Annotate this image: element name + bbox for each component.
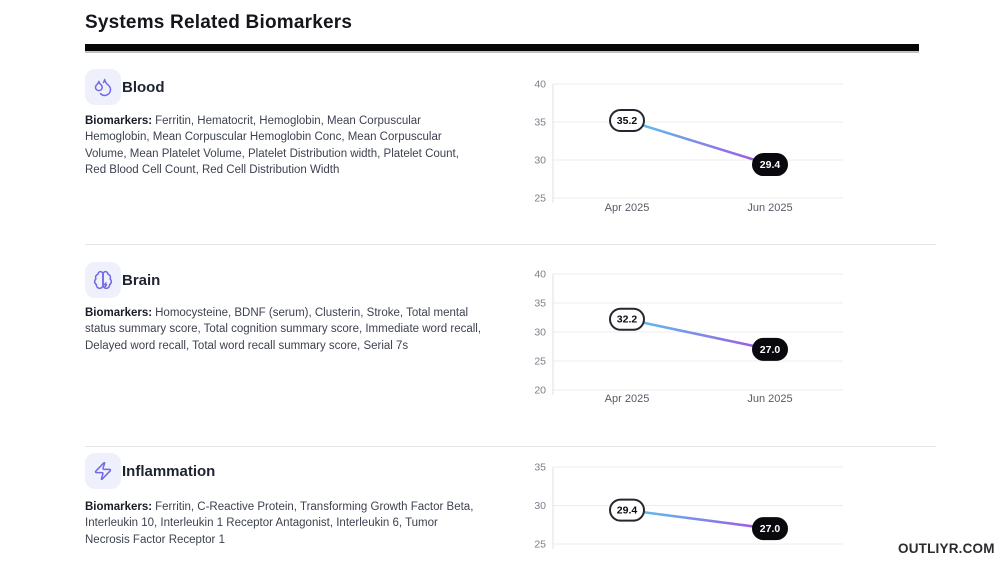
y-tick-label: 25 (534, 539, 546, 551)
y-tick-label: 30 (534, 500, 546, 512)
data-point-pill (609, 307, 645, 331)
y-tick-label: 35 (534, 298, 546, 310)
y-tick-label: 40 (534, 79, 546, 91)
data-point-value: 29.4 (617, 505, 638, 517)
data-point-value: 32.2 (617, 314, 638, 326)
y-tick-label: 30 (534, 155, 546, 167)
y-tick-label: 25 (534, 356, 546, 368)
x-tick-label: Apr 2025 (605, 202, 650, 214)
brain-icon-badge (85, 262, 121, 298)
brain-icon (93, 270, 113, 290)
brain-trend-chart: 20 25 30 35 40 Apr 2025 Jun 2025 32.2 27.0 (534, 269, 843, 405)
blood-trend-chart: 25 30 35 40 Apr 2025 Jun 2025 35.2 29.4 (534, 79, 843, 214)
blood-biomarkers-text: Biomarkers: Ferritin, Hematocrit, Hemoglo… (85, 113, 482, 179)
y-tick-label: 20 (534, 385, 546, 397)
data-point-value: 29.4 (760, 159, 781, 171)
y-tick-label: 25 (534, 193, 546, 205)
inflammation-icon-badge (85, 453, 121, 489)
x-tick-label: Apr 2025 (605, 393, 650, 405)
data-point-pill (752, 517, 788, 541)
biomarkers-label: Biomarkers: (85, 307, 153, 319)
biomarkers-list: Homocysteine, BDNF (serum), Clusterin, S… (85, 307, 482, 352)
data-point-pill (752, 337, 788, 361)
biomarkers-label: Biomarkers: (85, 115, 153, 127)
trend-line (625, 119, 772, 166)
zap-icon (94, 461, 112, 481)
brain-biomarkers-text: Biomarkers: Homocysteine, BDNF (serum), C… (85, 305, 482, 354)
droplets-icon (94, 78, 112, 97)
trend-line (625, 317, 772, 351)
y-tick-label: 35 (534, 462, 546, 474)
watermark: OUTLIYR.COM (898, 541, 995, 556)
x-tick-label: Jun 2025 (747, 202, 792, 214)
inflammation-biomarkers-text: Biomarkers: Ferritin, C-Reactive Protein,… (85, 499, 482, 548)
data-point-pill (609, 108, 645, 132)
section-divider (85, 446, 936, 447)
section-divider (85, 244, 936, 245)
y-tick-label: 35 (534, 117, 546, 129)
y-tick-label: 40 (534, 269, 546, 281)
biomarkers-list: Ferritin, C-Reactive Protein, Transformi… (85, 501, 474, 546)
x-tick-label: Jun 2025 (747, 393, 792, 405)
blood-icon-badge (85, 69, 121, 105)
page-title: Systems Related Biomarkers (85, 12, 353, 33)
section-title-brain: Brain (122, 272, 161, 289)
y-tick-label: 30 (534, 327, 546, 339)
biomarkers-list: Ferritin, Hematocrit, Hemoglobin, Mean C… (85, 115, 459, 177)
data-point-pill (609, 498, 645, 522)
data-point-value: 27.0 (760, 344, 781, 356)
data-point-pill (752, 153, 788, 177)
data-point-value: 27.0 (760, 523, 781, 535)
section-title-blood: Blood (122, 79, 165, 96)
title-underline (85, 44, 919, 51)
section-title-inflammation: Inflammation (122, 463, 216, 480)
trend-line (625, 508, 772, 530)
data-point-value: 35.2 (617, 115, 638, 127)
biomarkers-label: Biomarkers: (85, 501, 153, 513)
